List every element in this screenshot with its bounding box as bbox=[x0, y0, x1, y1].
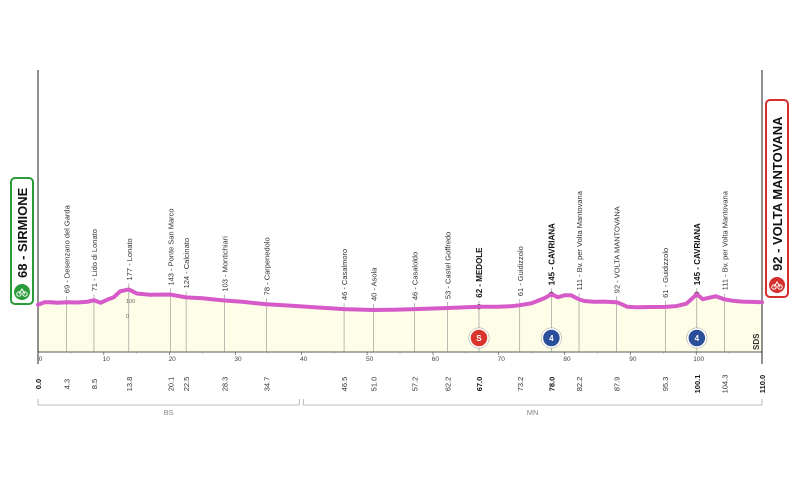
province-bracket bbox=[37, 399, 300, 406]
bike-frame-icon bbox=[18, 288, 26, 295]
waypoint-label: 61 - Guidizzolo bbox=[661, 248, 670, 298]
bike-wheel-icon bbox=[777, 284, 783, 290]
waypoint-km-label: 82.2 bbox=[575, 377, 584, 392]
waypoint-label: 46 - Casaloldo bbox=[410, 252, 419, 300]
bike-wheel-icon bbox=[22, 291, 28, 297]
start-km-label: 0.0 bbox=[34, 379, 43, 389]
waypoint-label: 71 - Lido di Lonato bbox=[90, 229, 99, 291]
waypoint-km-label: 104.3 bbox=[720, 375, 729, 394]
waypoint-km-label: 8.5 bbox=[90, 379, 99, 389]
waypoint-label: 145 - CAVRIANA bbox=[547, 223, 556, 285]
start-box bbox=[10, 177, 34, 305]
x-tick-label: 10 bbox=[103, 356, 111, 363]
altitude-tick-label: 0 bbox=[126, 314, 129, 320]
finish-box bbox=[765, 99, 789, 298]
waypoint-km-label: 62.2 bbox=[443, 377, 452, 392]
waypoint-km-label: 95.3 bbox=[661, 377, 670, 392]
waypoint-label: 177 - Lonato bbox=[125, 238, 134, 280]
waypoint-label: 62 - MEDOLE bbox=[475, 247, 484, 298]
waypoint-label: 145 - CAVRIANA bbox=[693, 223, 702, 285]
badge-label: 4 bbox=[695, 334, 700, 343]
waypoint-label: 124 - Calcinato bbox=[182, 238, 191, 288]
start-label: 68 - SIRMIONE bbox=[15, 187, 30, 278]
badge-ring bbox=[468, 327, 490, 349]
waypoint-label: 111 - Bv. per Volta Mantovana bbox=[720, 190, 729, 290]
finish-km-label: 110.0 bbox=[758, 375, 767, 393]
waypoint-label: 78 - Carpenedolo bbox=[262, 237, 271, 295]
chart-root: 0 10 20 30 40 50 60 70 80 90 100 100 0 69 - Desenzano… bbox=[10, 70, 789, 417]
province-bracket bbox=[302, 399, 763, 406]
waypoint-km-label: 100.1 bbox=[693, 375, 702, 394]
province-label: BS bbox=[164, 408, 174, 417]
waypoint-label: 53 - Castel Goffredo bbox=[443, 232, 452, 299]
climb-badge bbox=[687, 328, 707, 348]
finish-label: 92 - VOLTA MANTOVANA bbox=[770, 116, 785, 271]
waypoint-label: 103 - Montichiari bbox=[220, 236, 229, 292]
badge-ring bbox=[540, 327, 562, 349]
x-tick-label: 60 bbox=[432, 356, 440, 363]
province-label: MN bbox=[527, 408, 539, 417]
waypoint-label: 46 - Casalmoro bbox=[340, 249, 349, 300]
waypoint-km-label: 13.8 bbox=[125, 377, 134, 392]
x-tick-label: 90 bbox=[629, 356, 637, 363]
sprint-badge bbox=[469, 328, 489, 348]
altitude-tick-label: 100 bbox=[126, 299, 135, 305]
x-tick-label: 30 bbox=[234, 356, 242, 363]
waypoint-label: 111 - Bv. per Volta Mantovana bbox=[575, 190, 584, 290]
x-tick-label: 80 bbox=[563, 356, 571, 363]
climb-badge bbox=[541, 328, 562, 348]
bike-wheel-icon bbox=[16, 291, 22, 297]
waypoint-km-label: 4.3 bbox=[62, 379, 71, 389]
waypoint-km-label: 46.5 bbox=[340, 377, 349, 392]
profile-line bbox=[36, 287, 764, 312]
waypoint-km-label: 78.0 bbox=[547, 377, 556, 392]
waypoint-km-label: 34.7 bbox=[262, 377, 271, 392]
bike-frame-icon bbox=[773, 281, 781, 288]
waypoint-label: 40 - Asola bbox=[370, 267, 379, 301]
waypoint-km-label: 28.3 bbox=[220, 377, 229, 392]
waypoint-km-label: 22.5 bbox=[182, 377, 191, 392]
bike-icon bbox=[14, 284, 30, 300]
x-tick-label: 0 bbox=[39, 356, 43, 363]
waypoint-label: 69 - Desenzano del Garda bbox=[62, 204, 71, 293]
x-tick-label: 50 bbox=[366, 356, 374, 363]
x-tick-label: 20 bbox=[169, 356, 177, 363]
badge-ring bbox=[686, 327, 708, 349]
waypoint-km-label: 67.0 bbox=[475, 377, 484, 392]
waypoint-label: 143 - Ponte San Marco bbox=[166, 208, 175, 285]
bike-icon bbox=[769, 277, 785, 293]
bike-wheel-icon bbox=[771, 284, 777, 290]
waypoint-km-label: 87.9 bbox=[613, 377, 622, 392]
waypoint-km-label: 20.1 bbox=[166, 377, 175, 392]
waypoint-km-label: 73.2 bbox=[516, 377, 525, 392]
waypoint-km-label: 51.0 bbox=[370, 377, 379, 392]
waypoint-label: 61 - Guidizzolo bbox=[516, 246, 525, 296]
waypoint-km-label: 57.2 bbox=[410, 377, 419, 392]
x-tick-label: 70 bbox=[498, 356, 506, 363]
badge-label: S bbox=[476, 334, 482, 343]
sds-label: SDS bbox=[752, 333, 761, 350]
profile-fill bbox=[38, 289, 762, 352]
x-tick-label: 100 bbox=[693, 356, 704, 363]
badge-label: 4 bbox=[549, 334, 554, 343]
x-tick-label: 40 bbox=[300, 356, 308, 363]
waypoint-label: 92 - VOLTA MANTOVANA bbox=[613, 206, 622, 293]
